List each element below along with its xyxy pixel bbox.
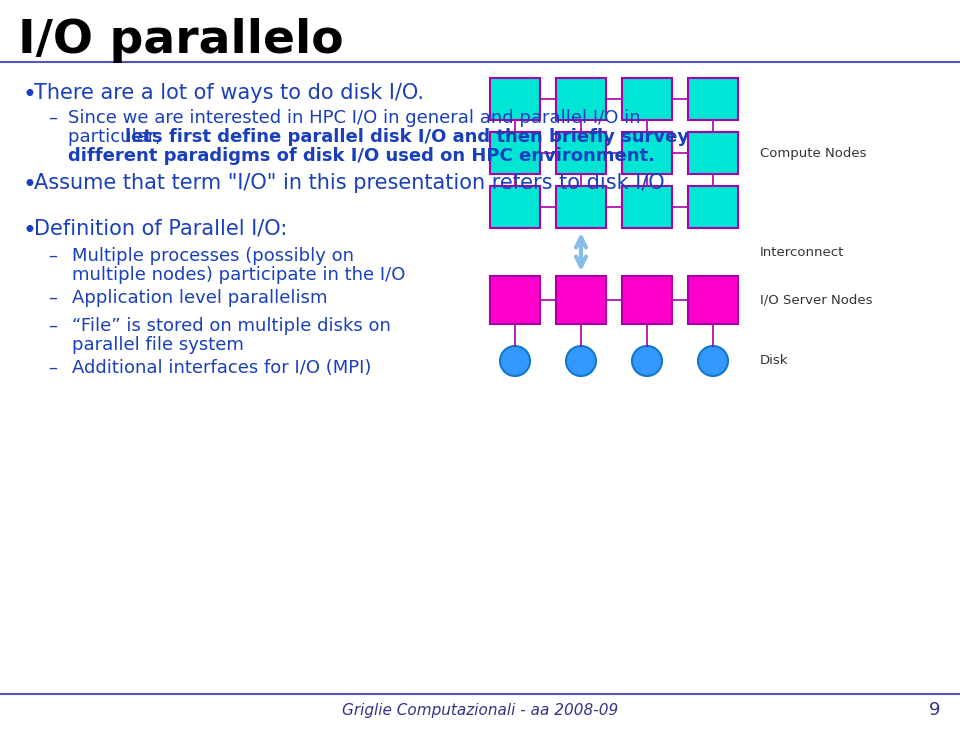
Text: lets first define parallel disk I/O and then briefly survey: lets first define parallel disk I/O and … (125, 128, 689, 146)
Text: –: – (48, 109, 57, 127)
Text: Griglie Computazionali - aa 2008-09: Griglie Computazionali - aa 2008-09 (342, 703, 618, 717)
Text: •: • (22, 83, 36, 107)
FancyBboxPatch shape (622, 132, 672, 174)
Text: Multiple processes (possibly on: Multiple processes (possibly on (72, 247, 354, 265)
FancyBboxPatch shape (622, 186, 672, 228)
Text: different paradigms of disk I/O used on HPC environment.: different paradigms of disk I/O used on … (68, 147, 655, 165)
Text: I/O parallelo: I/O parallelo (18, 18, 344, 63)
FancyBboxPatch shape (556, 78, 606, 120)
FancyBboxPatch shape (490, 276, 540, 324)
Text: Disk: Disk (760, 354, 788, 368)
Text: –: – (48, 317, 57, 335)
FancyBboxPatch shape (688, 132, 738, 174)
Text: Compute Nodes: Compute Nodes (760, 147, 867, 159)
FancyBboxPatch shape (556, 276, 606, 324)
Text: –: – (48, 359, 57, 377)
Text: •: • (22, 173, 36, 197)
Text: Definition of Parallel I/O:: Definition of Parallel I/O: (34, 219, 287, 239)
Text: •: • (22, 219, 36, 243)
Text: “File” is stored on multiple disks on: “File” is stored on multiple disks on (72, 317, 391, 335)
Circle shape (566, 346, 596, 376)
Text: multiple nodes) participate in the I/O: multiple nodes) participate in the I/O (72, 266, 405, 284)
Text: –: – (48, 289, 57, 307)
FancyBboxPatch shape (490, 132, 540, 174)
Text: Interconnect: Interconnect (760, 246, 845, 258)
FancyBboxPatch shape (688, 276, 738, 324)
Text: parallel file system: parallel file system (72, 336, 244, 354)
Text: Assume that term "I/O" in this presentation refers to disk I/O: Assume that term "I/O" in this presentat… (34, 173, 664, 193)
Text: –: – (48, 247, 57, 265)
FancyBboxPatch shape (490, 78, 540, 120)
FancyBboxPatch shape (622, 276, 672, 324)
Circle shape (632, 346, 662, 376)
Circle shape (500, 346, 530, 376)
FancyBboxPatch shape (556, 132, 606, 174)
Text: There are a lot of ways to do disk I/O.: There are a lot of ways to do disk I/O. (34, 83, 424, 103)
FancyBboxPatch shape (688, 186, 738, 228)
Text: particular,: particular, (68, 128, 167, 146)
Text: Application level parallelism: Application level parallelism (72, 289, 327, 307)
Text: 9: 9 (928, 701, 940, 719)
Text: Since we are interested in HPC I/O in general and parallel I/O in: Since we are interested in HPC I/O in ge… (68, 109, 640, 127)
FancyBboxPatch shape (622, 78, 672, 120)
Text: I/O Server Nodes: I/O Server Nodes (760, 294, 873, 306)
FancyBboxPatch shape (490, 186, 540, 228)
Circle shape (698, 346, 728, 376)
Text: Additional interfaces for I/O (MPI): Additional interfaces for I/O (MPI) (72, 359, 372, 377)
FancyBboxPatch shape (556, 186, 606, 228)
FancyBboxPatch shape (688, 78, 738, 120)
